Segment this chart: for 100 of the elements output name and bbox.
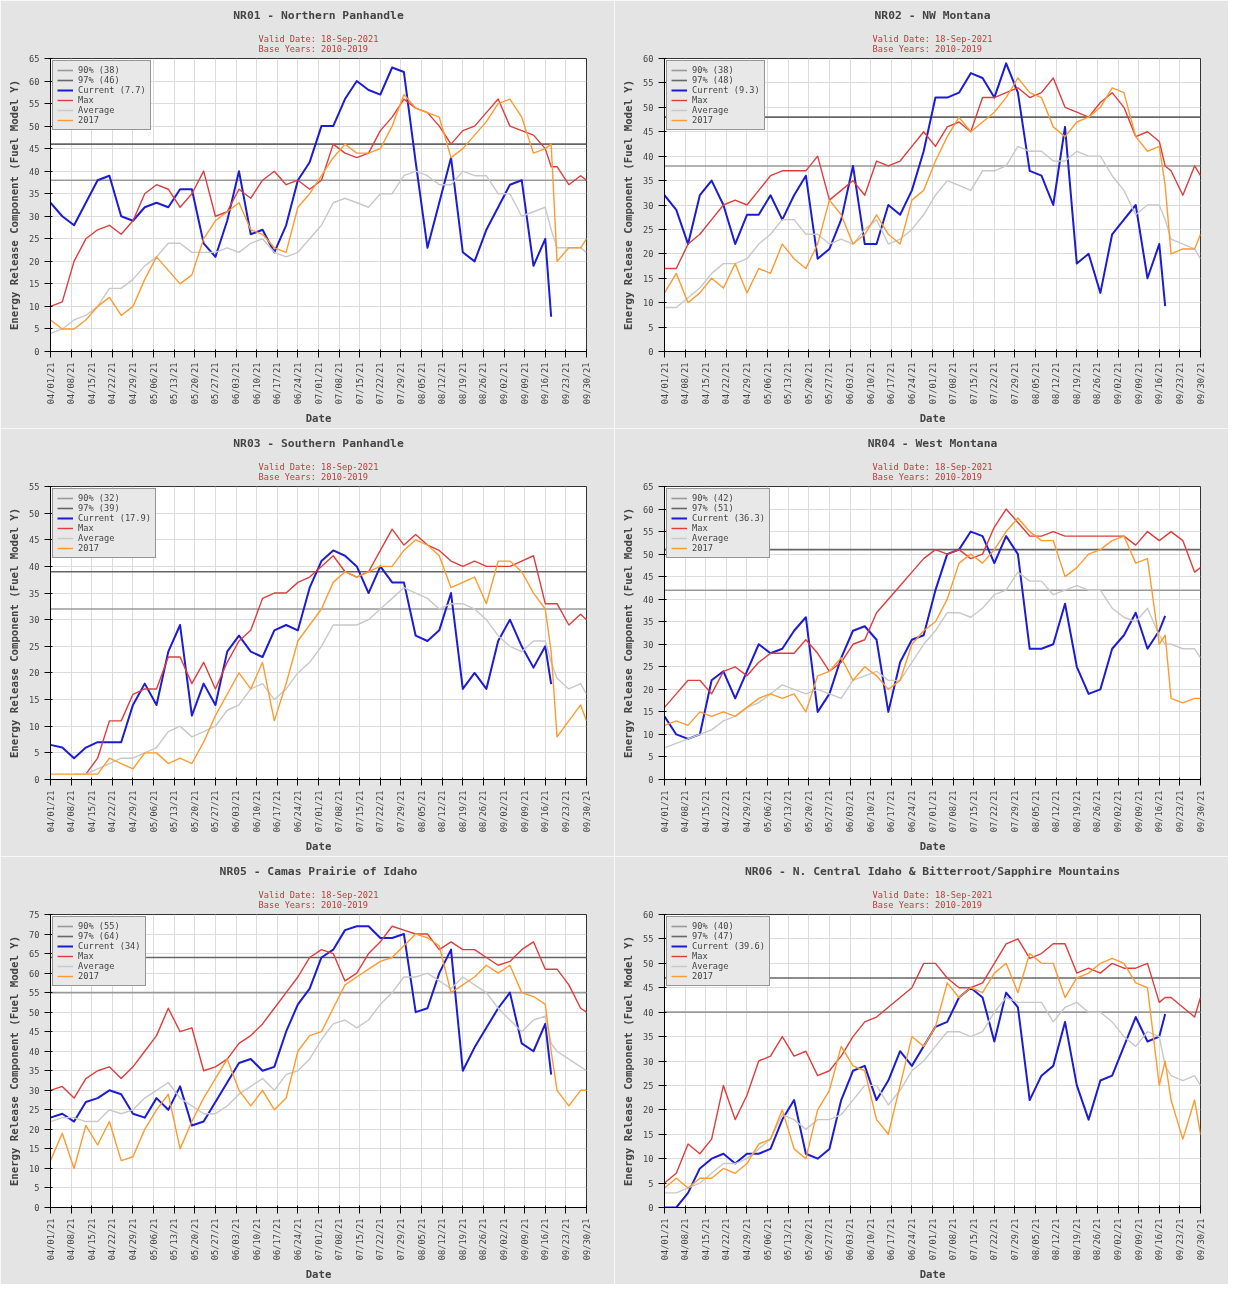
y-axis-title: Energy Release Component (Fuel Model Y) [8,507,22,759]
legend-label: 97% (64) [78,931,120,941]
x-tick-label: 07/08/21 [948,362,959,405]
y-tick-label: 55 [643,527,654,538]
x-tick-label: 09/30/21 [1195,790,1206,833]
x-tick-label: 07/22/21 [375,362,386,405]
x-tick-label: 09/16/21 [1154,1218,1165,1261]
y-axis-title: Energy Release Component (Fuel Model Y) [622,935,636,1187]
y-tick-label: 70 [29,929,40,940]
x-tick-label: 07/15/21 [968,790,979,833]
x-tick-label: 04/08/21 [66,790,77,833]
x-tick-label: 04/01/21 [45,1218,56,1261]
x-tick-label: 09/30/21 [581,1218,592,1261]
y-tick-label: 10 [29,721,40,732]
x-tick-label: 05/13/21 [169,790,180,833]
x-tick-label: 07/15/21 [968,362,979,405]
x-tick-label: 08/05/21 [416,790,427,833]
x-tick-label: 05/27/21 [210,362,221,405]
y-tick-label: 35 [643,1032,654,1043]
x-tick-label: 06/17/21 [886,1218,897,1261]
y-tick-label: 15 [29,279,40,290]
y-tick-label: 40 [643,594,654,605]
y-tick-label: 15 [29,695,40,706]
legend-label: Current (36.3) [692,513,765,523]
x-tick-label: 08/26/21 [1092,790,1103,833]
x-tick-label: 07/29/21 [395,790,406,833]
legend-label: Average [692,533,729,543]
x-tick-label: 09/16/21 [1154,790,1165,833]
x-tick-label: 07/08/21 [334,1218,345,1261]
x-tick-label: 08/19/21 [457,1218,468,1261]
x-tick-label: 09/16/21 [540,1218,551,1261]
x-axis-title: Date [919,412,946,426]
x-tick-label: 04/01/21 [45,790,56,833]
x-tick-label: 04/22/21 [721,362,732,405]
x-tick-label: 04/01/21 [659,1218,670,1261]
x-tick-label: 04/15/21 [86,790,97,833]
legend-label: 90% (32) [78,493,120,503]
legend-label: Current (39.6) [692,941,765,951]
x-axis-title: Date [305,840,332,854]
chart-subtitle: Valid Date: 18-Sep-2021 Base Years: 2010-2019 [872,889,993,910]
y-axis-title: Energy Release Component (Fuel Model Y) [622,79,636,331]
y-tick-label: 10 [29,1163,40,1174]
y-tick-label: 55 [29,988,40,999]
x-tick-label: 04/22/21 [107,362,118,405]
x-tick-label: 09/09/21 [519,790,530,833]
x-tick-label: 04/22/21 [107,790,118,833]
x-tick-label: 08/26/21 [1092,362,1103,405]
x-tick-label: 07/01/21 [927,1218,938,1261]
chart-subtitle: Valid Date: 18-Sep-2021 Base Years: 2010-2019 [258,889,379,910]
x-tick-label: 06/17/21 [272,790,283,833]
legend-label: 90% (55) [78,921,120,931]
legend-label: 2017 [692,543,713,553]
x-tick-label: 07/22/21 [989,1218,1000,1261]
y-tick-label: 20 [643,249,654,260]
x-tick-label: 07/22/21 [375,1218,386,1261]
y-tick-label: 0 [34,347,40,357]
y-tick-label: 60 [29,968,40,979]
y-tick-label: 15 [643,273,654,284]
x-tick-label: 05/13/21 [783,362,794,405]
y-tick-label: 30 [29,615,40,626]
x-tick-label: 07/15/21 [354,362,365,405]
x-tick-label: 07/08/21 [334,790,345,833]
x-tick-label: 05/13/21 [169,362,180,405]
y-tick-label: 60 [29,76,40,87]
y-tick-label: 5 [648,322,654,333]
legend-label: 90% (38) [692,65,734,75]
y-tick-label: 5 [34,1183,40,1194]
legend-label: 2017 [78,971,99,981]
legend-label: 90% (40) [692,921,734,931]
x-tick-label: 06/10/21 [251,362,262,405]
x-tick-label: 05/06/21 [148,1218,159,1261]
legend-label: Max [78,951,95,961]
y-tick-label: 20 [643,684,654,695]
x-tick-label: 06/10/21 [251,1218,262,1261]
x-tick-label: 04/29/21 [127,790,138,833]
x-tick-label: 05/27/21 [210,790,221,833]
y-tick-label: 35 [29,189,40,200]
y-tick-label: 60 [643,54,654,64]
y-tick-label: 25 [29,1105,40,1116]
x-tick-label: 09/16/21 [1154,362,1165,405]
x-tick-label: 08/12/21 [1051,362,1062,405]
x-tick-label: 04/22/21 [721,790,732,833]
y-tick-label: 10 [29,301,40,312]
x-tick-label: 04/15/21 [700,790,711,833]
x-tick-label: 04/08/21 [66,362,77,405]
x-tick-label: 06/03/21 [845,790,856,833]
y-tick-label: 50 [643,958,654,969]
x-tick-label: 06/03/21 [231,1218,242,1261]
x-tick-label: 09/23/21 [1174,1218,1185,1261]
y-axis-title: Energy Release Component (Fuel Model Y) [8,79,22,331]
y-tick-label: 5 [34,748,40,759]
y-tick-label: 25 [29,641,40,652]
y-tick-label: 45 [643,572,654,583]
legend-label: 2017 [78,543,99,553]
x-tick-label: 07/22/21 [989,362,1000,405]
x-tick-label: 09/30/21 [1195,362,1206,405]
y-tick-label: 10 [643,298,654,309]
y-tick-label: 25 [643,662,654,673]
x-tick-label: 05/20/21 [189,1218,200,1261]
y-tick-label: 0 [648,347,654,357]
